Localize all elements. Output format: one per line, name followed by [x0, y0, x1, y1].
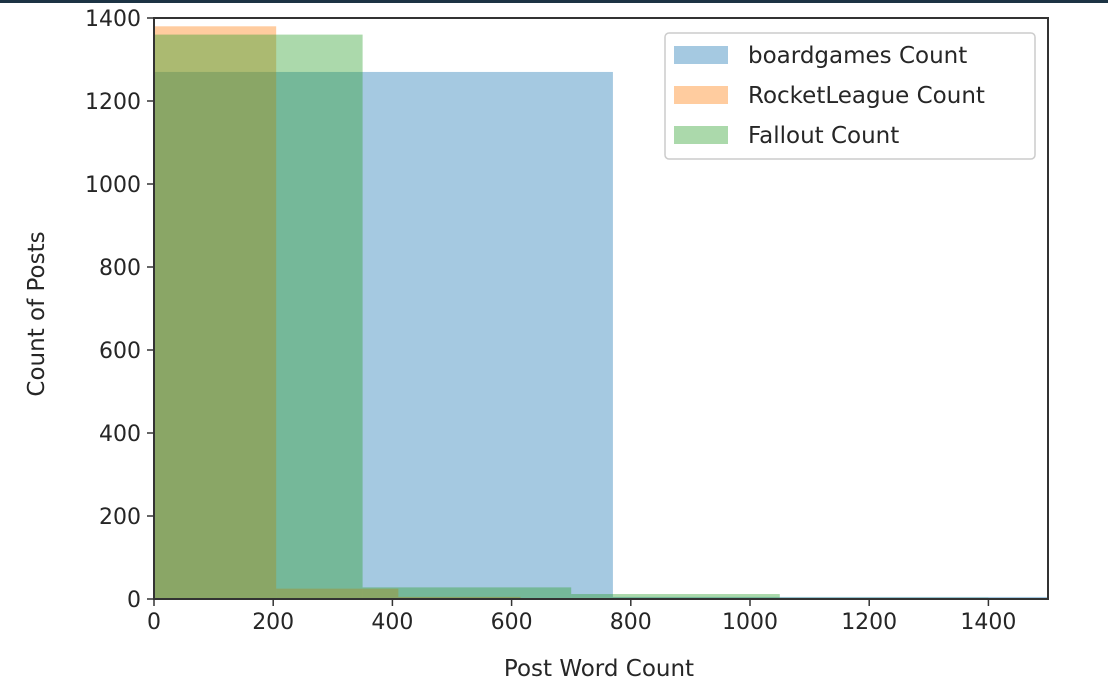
fallout-count-bar-2 [571, 594, 780, 599]
boardgames-count-legend-swatch [674, 46, 728, 64]
x-tick-label: 1000 [722, 610, 778, 635]
fallout-count-legend-swatch [674, 126, 728, 144]
legend-box [664, 32, 1036, 160]
fallout-count-legend-label: Fallout Count [748, 123, 899, 149]
rocketleague-count-legend-swatch [674, 86, 728, 104]
y-tick-label: 1400 [85, 7, 141, 32]
y-tick-label: 0 [127, 588, 141, 613]
y-axis-label: Count of Posts [24, 231, 50, 396]
boardgames-count-bar-0 [154, 71, 613, 599]
x-axis-ticks: 0 200 400 600 800 1000 1200 1400 [147, 599, 1016, 635]
x-tick-label: 400 [371, 610, 413, 635]
x-tick-label: 600 [491, 610, 533, 635]
x-tick-label: 1200 [841, 610, 897, 635]
rocketleague-count-bar-0 [154, 26, 277, 599]
y-axis-ticks: 0 200 400 600 800 1000 1200 1400 [85, 7, 154, 613]
fallout-count-bar-0 [154, 34, 363, 599]
x-tick-label: 1400 [960, 610, 1016, 635]
x-tick-label: 800 [610, 610, 652, 635]
y-tick-label: 200 [99, 505, 141, 530]
legend: boardgames Count RocketLeague Count Fallou… [664, 32, 1036, 160]
y-tick-label: 800 [99, 256, 141, 281]
y-tick-label: 600 [99, 339, 141, 364]
x-tick-label: 200 [252, 610, 294, 635]
boardgames-count-legend-label: boardgames Count [748, 43, 967, 69]
histogram-bars [154, 26, 1048, 599]
rocketleague-count-bar-2 [398, 596, 521, 599]
rocketleague-count-legend-label: RocketLeague Count [748, 83, 985, 109]
rocketleague-count-bar-1 [276, 588, 399, 599]
window-top-border [0, 0, 1108, 3]
plot-area-frame [153, 17, 1049, 600]
y-tick-label: 1000 [85, 173, 141, 198]
boardgames-count-bar-1 [612, 596, 1048, 599]
x-tick-label: 0 [147, 610, 161, 635]
x-axis-label: Post Word Count [504, 656, 694, 682]
y-tick-label: 1200 [85, 90, 141, 115]
y-tick-label: 400 [99, 422, 141, 447]
fallout-count-bar-1 [362, 587, 572, 599]
